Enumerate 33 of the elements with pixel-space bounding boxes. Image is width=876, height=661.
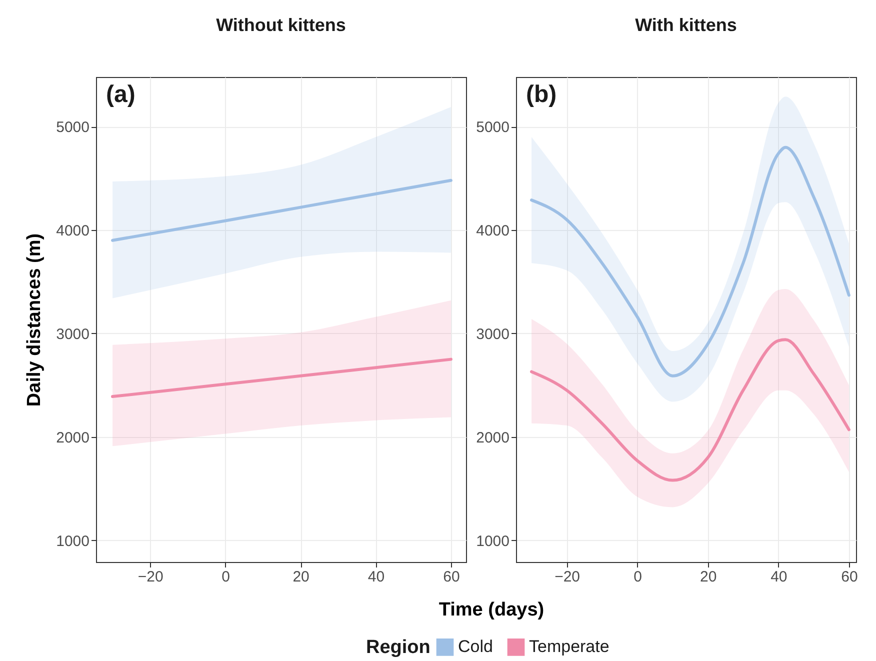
y-tick-label: 3000	[56, 326, 90, 343]
x-tick-label: −20	[138, 568, 164, 586]
x-tick-label: 40	[368, 568, 385, 586]
x-tick-label: 40	[770, 568, 788, 586]
x-tick-label: −20	[554, 568, 580, 586]
y-tick-label: 4000	[56, 222, 90, 240]
y-tick-label: 2000	[476, 429, 510, 446]
y-tick-label: 5000	[476, 119, 510, 136]
legend-label: Cold	[458, 637, 493, 656]
y-tick-label: 1000	[476, 532, 510, 550]
chart-title: Without kittens	[216, 15, 346, 35]
y-axis-title: Daily distances (m)	[24, 233, 46, 407]
x-tick-label: 0	[634, 568, 642, 586]
x-axis-title: Time (days)	[438, 600, 544, 620]
line-series	[111, 178, 452, 242]
x-tick-label: 20	[700, 568, 717, 586]
line-series	[530, 338, 850, 482]
y-tick-label: 3000	[476, 326, 510, 343]
annotation: (b)	[526, 81, 557, 108]
x-tick-label: 60	[841, 568, 858, 586]
annotation: (a)	[106, 81, 136, 108]
legend-label: Temperate	[529, 637, 610, 656]
x-tick-label: 0	[222, 568, 230, 586]
chart-title: With kittens	[635, 15, 737, 35]
legend-title: Region	[366, 637, 430, 658]
y-tick-label: 4000	[476, 222, 510, 240]
x-tick-label: 60	[443, 568, 460, 586]
y-tick-label: 5000	[56, 119, 90, 136]
line-series	[111, 358, 452, 398]
line-series	[530, 146, 850, 378]
y-tick-label: 1000	[56, 532, 90, 550]
y-tick-label: 2000	[56, 429, 90, 446]
x-tick-label: 20	[292, 568, 310, 586]
